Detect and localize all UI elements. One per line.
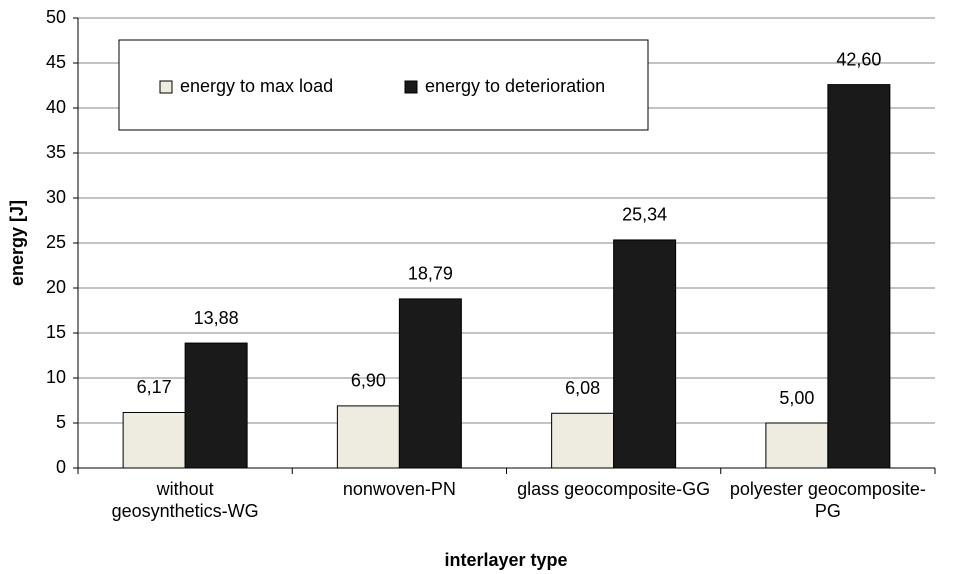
legend-label: energy to max load [180,76,333,96]
bar [184,342,248,469]
bar [827,84,891,469]
x-axis-title: interlayer type [444,550,567,570]
y-tick-label: 40 [46,97,66,117]
bar [551,412,615,469]
y-tick-label: 15 [46,322,66,342]
value-label: 6,08 [565,378,600,398]
y-tick-label: 10 [46,367,66,387]
legend-swatch [404,80,418,94]
legend-swatch [159,80,173,94]
legend-box [118,39,649,131]
y-tick-label: 20 [46,277,66,297]
y-tick-label: 5 [56,412,66,432]
x-tick-label: nonwoven-PN [342,479,456,499]
value-label: 13,88 [194,308,239,328]
y-tick-label: 45 [46,52,66,72]
bar [765,422,829,469]
value-label: 25,34 [622,205,667,225]
y-tick-label: 30 [46,187,66,207]
value-label: 6,90 [351,371,386,391]
x-tick-label: polyester geocomposite- PG [729,479,926,521]
y-tick-label: 35 [46,142,66,162]
y-tick-label: 0 [56,457,66,477]
value-label: 18,79 [408,264,453,284]
bar [398,298,462,469]
y-tick-label: 25 [46,232,66,252]
y-axis-title: energy [J] [7,200,27,286]
y-tick-label: 50 [46,7,66,27]
value-label: 5,00 [779,388,814,408]
bar [613,239,677,469]
x-tick-label: glass geocomposite-GG [517,479,711,499]
bar [336,405,400,469]
value-label: 6,17 [137,377,172,397]
value-label: 42,60 [836,49,881,69]
legend-label: energy to deterioration [425,76,605,96]
bar [122,411,186,469]
x-tick-label: without geosynthetics-WG [111,479,259,521]
